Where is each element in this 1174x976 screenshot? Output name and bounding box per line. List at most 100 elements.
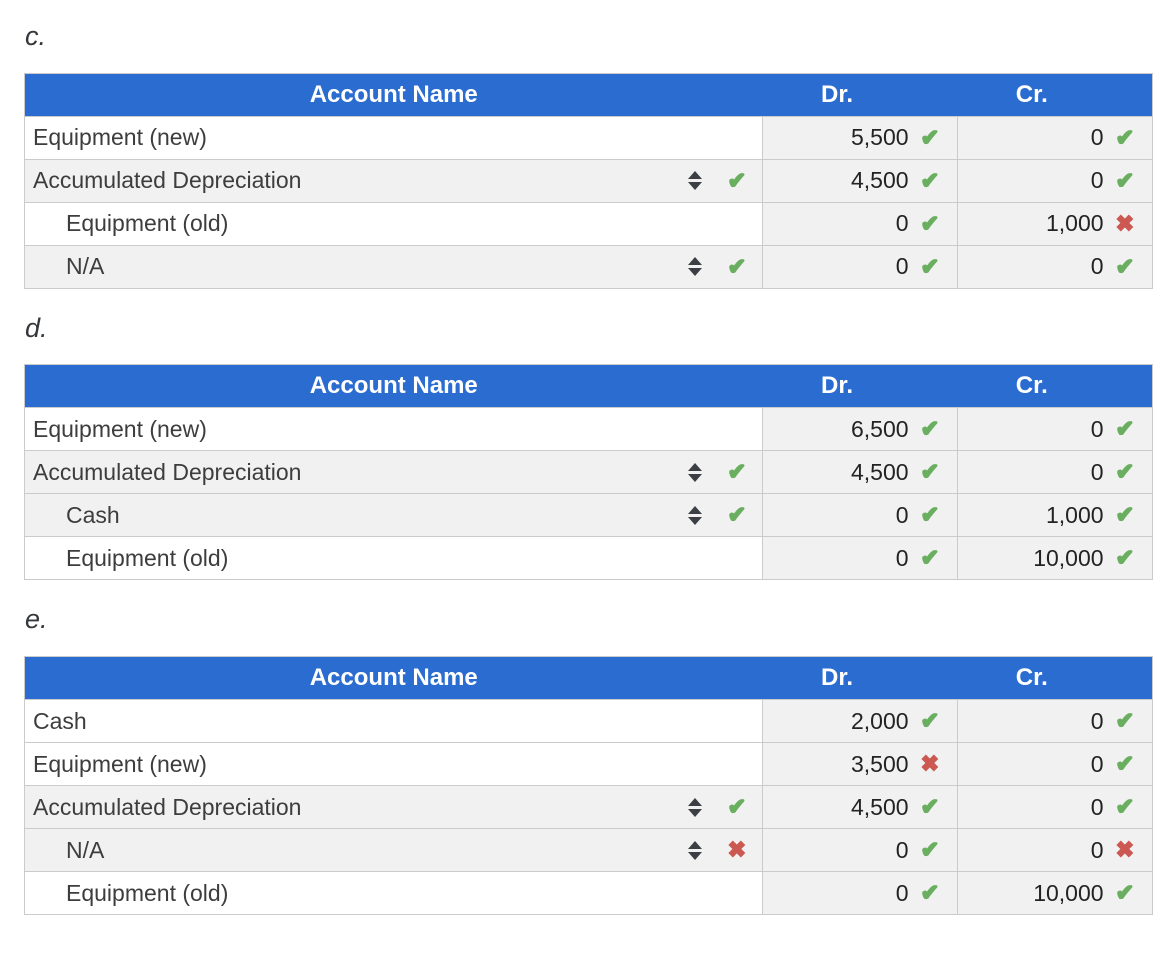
account-name-header: Account Name: [309, 664, 478, 692]
cr-cell: 0 ✔: [957, 116, 1153, 160]
check-icon: ✔: [920, 794, 940, 820]
cr-value: 10,000: [1033, 544, 1104, 571]
account-cell: Accumulated Depreciation ✔: [25, 451, 763, 494]
journal-entry-section: d. Account Name Dr. Cr. Equipment (new): [24, 313, 1153, 581]
check-icon: ✔: [727, 502, 747, 528]
dr-cell: 0 ✔: [762, 202, 958, 246]
cross-icon: ✖: [920, 751, 939, 777]
cr-cell: 0 ✔: [957, 699, 1153, 743]
dr-value: 6,500: [851, 415, 909, 442]
cr-cell: 0 ✔: [957, 450, 1153, 494]
dr-value: 0: [895, 501, 909, 528]
cr-value: 0: [1090, 707, 1104, 734]
cr-value: 0: [1090, 836, 1104, 863]
select-dropdown-icon[interactable]: [686, 504, 704, 527]
cr-header: Cr.: [1015, 372, 1048, 400]
section-label: e.: [25, 604, 48, 635]
check-icon: ✔: [1115, 253, 1135, 279]
table-row: Equipment (old) 0 ✔ 10,000 ✔: [24, 871, 1153, 915]
cr-cell: 0 ✔: [957, 742, 1153, 786]
cr-value: 0: [1090, 458, 1104, 485]
cr-cell: 0 ✔: [957, 785, 1153, 829]
arrow-down-icon: [687, 851, 702, 860]
dr-cell: 0 ✔: [762, 871, 958, 915]
cross-icon: ✖: [727, 837, 746, 863]
dr-value: 0: [895, 210, 909, 237]
cr-cell: 10,000 ✔: [957, 871, 1153, 915]
arrow-down-icon: [687, 808, 702, 817]
dr-cell: 2,000 ✔: [762, 699, 958, 743]
select-dropdown-icon[interactable]: [686, 461, 704, 484]
account-name: Equipment (new): [33, 750, 207, 777]
check-icon: ✔: [1115, 124, 1135, 150]
dr-value: 0: [895, 253, 909, 280]
table-row: Cash 2,000 ✔ 0 ✔: [24, 699, 1153, 743]
journal-table: Account Name Dr. Cr. Equipment (new) 5,5…: [24, 72, 1153, 289]
account-name: Equipment (old): [66, 544, 229, 571]
check-icon: ✔: [727, 459, 747, 485]
account-name: Accumulated Depreciation: [33, 793, 302, 820]
check-icon: ✔: [920, 167, 940, 193]
cr-header: Cr.: [1015, 664, 1048, 692]
cr-header: Cr.: [1015, 80, 1048, 108]
check-icon: ✔: [920, 545, 940, 571]
account-cell: Equipment (new): [25, 116, 763, 159]
check-icon: ✔: [920, 124, 940, 150]
check-icon: ✔: [920, 459, 940, 485]
dr-cell: 4,500 ✔: [762, 159, 958, 203]
cr-cell: 0 ✔: [957, 407, 1153, 451]
dr-value: 2,000: [851, 707, 909, 734]
account-name-header: Account Name: [309, 372, 478, 400]
account-cell: N/A ✖: [25, 829, 763, 872]
check-icon: ✔: [727, 794, 747, 820]
select-dropdown-icon[interactable]: [686, 839, 704, 862]
table-row: Equipment (new) 6,500 ✔ 0 ✔: [24, 407, 1153, 451]
cr-value: 1,000: [1046, 210, 1104, 237]
cr-value: 10,000: [1033, 879, 1104, 906]
arrow-up-icon: [687, 257, 702, 266]
account-cell: Cash ✔: [25, 494, 763, 537]
arrow-up-icon: [687, 462, 702, 471]
dr-cell: 0 ✔: [762, 828, 958, 872]
check-icon: ✔: [920, 837, 940, 863]
account-name: Accumulated Depreciation: [33, 458, 302, 485]
account-cell: Equipment (new): [25, 408, 763, 451]
check-icon: ✔: [920, 210, 940, 236]
table-row: N/A ✖ 0 ✔ 0 ✖: [24, 828, 1153, 872]
dr-header: Dr.: [820, 80, 853, 108]
select-dropdown-icon[interactable]: [686, 255, 704, 278]
table-row: Accumulated Depreciation ✔ 4,500 ✔ 0 ✔: [24, 450, 1153, 494]
table-row: Equipment (new) 5,500 ✔ 0 ✔: [24, 116, 1153, 160]
arrow-down-icon: [687, 516, 702, 525]
table-body: Cash 2,000 ✔ 0 ✔ Equipment (new): [24, 699, 1153, 915]
dr-value: 0: [895, 879, 909, 906]
account-cell: Equipment (old): [25, 537, 763, 580]
select-dropdown-icon[interactable]: [686, 796, 704, 819]
header-row: Account Name Dr. Cr.: [24, 73, 1153, 117]
arrow-down-icon: [687, 473, 702, 482]
dr-cell: 0 ✔: [762, 493, 958, 537]
dr-header: Dr.: [820, 372, 853, 400]
journal-table: Account Name Dr. Cr. Equipment (new) 6,5…: [24, 364, 1153, 581]
cr-value: 0: [1090, 750, 1104, 777]
table-row: N/A ✔ 0 ✔ 0 ✔: [24, 245, 1153, 289]
account-name: Equipment (old): [66, 210, 229, 237]
cr-cell: 0 ✔: [957, 159, 1153, 203]
arrow-up-icon: [687, 171, 702, 180]
cr-cell: 1,000 ✔: [957, 493, 1153, 537]
table-body: Equipment (new) 5,500 ✔ 0 ✔ Accumulated De…: [24, 116, 1153, 289]
select-dropdown-icon[interactable]: [686, 169, 704, 192]
table-row: Equipment (new) 3,500 ✖ 0 ✔: [24, 742, 1153, 786]
check-icon: ✔: [920, 253, 940, 279]
account-name: Equipment (old): [66, 879, 229, 906]
dr-cell: 3,500 ✖: [762, 742, 958, 786]
check-icon: ✔: [920, 880, 940, 906]
account-name: N/A: [66, 253, 105, 280]
account-cell: Cash: [25, 700, 763, 743]
arrow-up-icon: [687, 797, 702, 806]
account-cell: Equipment (old): [25, 202, 763, 245]
account-cell: Equipment (old): [25, 872, 763, 915]
check-icon: ✔: [1115, 880, 1135, 906]
table-row: Accumulated Depreciation ✔ 4,500 ✔ 0 ✔: [24, 785, 1153, 829]
dr-cell: 6,500 ✔: [762, 407, 958, 451]
